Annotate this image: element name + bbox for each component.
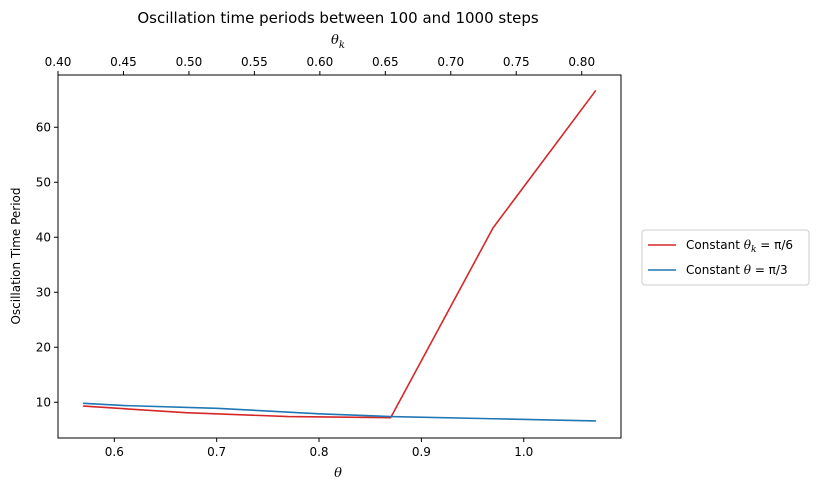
plot-frame [57, 74, 622, 439]
top-tick-label: 0.50 [176, 55, 203, 69]
y-tick-label: 30 [36, 285, 51, 299]
legend-label-1: Constant θk = π/6 [686, 238, 793, 255]
bottom-axis-ticks: 0.6 0.7 0.8 0.9 1.0 [105, 438, 533, 459]
top-tick-label: 0.55 [241, 55, 268, 69]
top-tick-label: 0.65 [372, 55, 399, 69]
legend-label-2: Constant θ = π/3 [686, 263, 788, 277]
bottom-tick-label: 0.6 [105, 445, 124, 459]
y-axis-label: Oscillation Time Period [9, 187, 23, 324]
legend: Constant θk = π/6 Constant θ = π/3 [641, 229, 810, 286]
series-line-1 [82, 90, 597, 419]
top-tick-label: 0.45 [110, 55, 137, 69]
bottom-tick-label: 0.9 [412, 445, 431, 459]
top-tick-label: 0.40 [45, 55, 72, 69]
bottom-tick-label: 0.7 [207, 445, 226, 459]
top-tick-label: 0.80 [568, 55, 595, 69]
series-layer [82, 90, 597, 422]
y-tick-label: 10 [36, 395, 51, 409]
y-axis-ticks: 10 20 30 40 50 60 [36, 120, 58, 409]
top-axis-ticks: 0.40 0.45 0.50 0.55 0.60 0.65 0.70 0.75 0.80 [45, 55, 595, 75]
y-tick-label: 40 [36, 230, 51, 244]
y-tick-label: 20 [36, 340, 51, 354]
bottom-axis-label: θ [334, 466, 342, 481]
y-tick-label: 50 [36, 175, 51, 189]
chart-title: Oscillation time periods between 100 and… [137, 9, 538, 27]
legend-box [641, 229, 810, 286]
y-tick-label: 60 [36, 120, 51, 134]
top-axis-label: θk [331, 33, 345, 51]
top-tick-label: 0.70 [437, 55, 464, 69]
series-line-2 [82, 402, 597, 422]
bottom-tick-label: 0.8 [309, 445, 328, 459]
top-tick-label: 0.75 [503, 55, 530, 69]
top-tick-label: 0.60 [307, 55, 334, 69]
top-axis-label-text: θk [331, 33, 345, 51]
bottom-tick-label: 1.0 [514, 445, 533, 459]
